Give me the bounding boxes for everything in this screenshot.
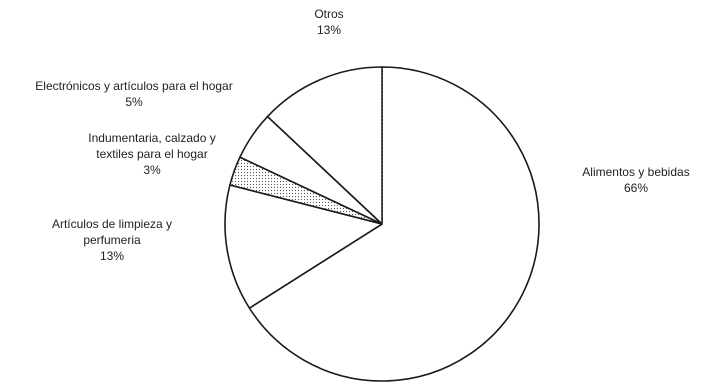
slice-name-label-3: Electrónicos y artículos para el hogar <box>35 79 232 93</box>
slice-name-label-1: perfumeria <box>83 233 141 247</box>
slice-name-label-2: textiles para el hogar <box>96 147 207 161</box>
slice-percent-label-0: 66% <box>624 181 648 195</box>
slice-percent-label-4: 13% <box>317 23 341 37</box>
slice-percent-label-1: 13% <box>100 249 124 263</box>
pie-slice-0 <box>248 66 540 382</box>
slice-percent-label-3: 5% <box>125 95 143 109</box>
pie-slice-4 <box>266 66 383 225</box>
pie-slice-1 <box>224 184 383 309</box>
slice-name-label-1: Artículos de limpieza y <box>52 217 172 231</box>
slice-name-label-0: Alimentos y bebidas <box>582 165 689 179</box>
pie-slices <box>224 66 540 382</box>
pie-labels: Alimentos y bebidas 66% Artículos de limpi… <box>35 7 689 263</box>
slice-name-label-4: Otros <box>314 7 343 21</box>
slice-percent-label-2: 3% <box>143 163 161 177</box>
slice-name-label-2: Indumentaria, calzado y <box>88 131 215 145</box>
